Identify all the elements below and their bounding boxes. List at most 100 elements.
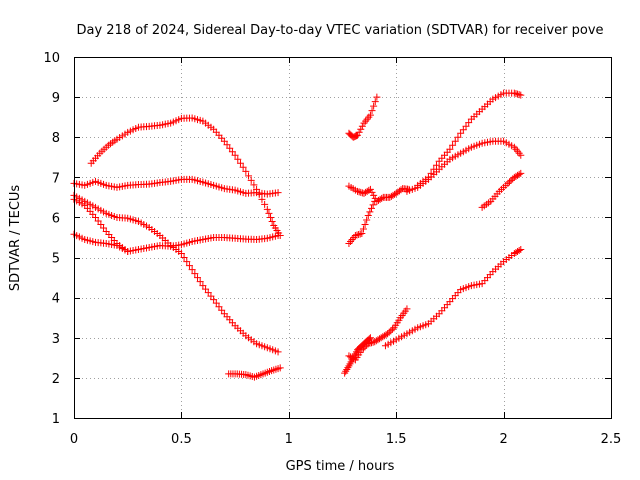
- data-point: [250, 181, 258, 189]
- data-point: [507, 176, 515, 184]
- data-series: [345, 305, 411, 364]
- x-axis-label: GPS time / hours: [286, 459, 395, 474]
- x-tick-label: 1.5: [386, 432, 407, 447]
- data-point: [370, 191, 378, 199]
- y-tick-label: 4: [52, 292, 60, 307]
- data-point: [274, 231, 282, 239]
- data-point: [515, 91, 523, 99]
- data-series: [70, 191, 282, 356]
- data-point: [226, 144, 234, 152]
- data-point: [517, 151, 525, 159]
- data-point: [231, 151, 239, 159]
- data-series: [414, 89, 525, 189]
- x-tick-label: 2.5: [601, 432, 622, 447]
- data-point: [352, 132, 360, 140]
- y-tick-label: 1: [52, 412, 60, 427]
- data-point: [370, 102, 378, 110]
- data-point: [344, 364, 352, 372]
- data-point: [234, 155, 242, 163]
- data-point: [97, 220, 105, 228]
- data-point: [91, 213, 99, 221]
- data-point: [261, 200, 269, 208]
- data-point: [515, 247, 523, 255]
- data-point: [373, 93, 381, 101]
- data-point: [424, 173, 432, 181]
- data-point: [220, 137, 228, 145]
- x-tick-label: 0.5: [171, 432, 192, 447]
- data-point: [212, 299, 220, 307]
- data-point: [357, 125, 365, 133]
- data-point: [354, 187, 362, 195]
- data-point: [350, 355, 358, 363]
- data-point: [506, 178, 514, 186]
- data-point: [358, 122, 366, 130]
- data-point: [274, 348, 282, 356]
- data-point: [191, 270, 199, 278]
- data-series: [478, 169, 525, 211]
- data-point: [515, 170, 523, 178]
- data-point: [369, 338, 377, 346]
- data-point: [366, 208, 374, 216]
- grid-lines: [74, 57, 611, 418]
- data-point: [124, 248, 132, 256]
- data-point: [202, 285, 210, 293]
- data-point: [199, 282, 207, 290]
- y-tick-label: 6: [52, 211, 60, 226]
- data-point: [378, 194, 386, 202]
- data-point: [236, 159, 244, 167]
- data-point: [258, 195, 266, 203]
- data-point: [517, 91, 525, 99]
- data-point: [218, 306, 226, 314]
- data-point: [210, 296, 218, 304]
- data-point: [343, 365, 351, 373]
- data-point: [366, 111, 374, 119]
- data-point: [356, 230, 364, 238]
- data-point: [268, 217, 276, 225]
- x-tick-label: 0: [70, 432, 78, 447]
- plot-frame: [74, 57, 612, 419]
- data-point: [247, 176, 255, 184]
- data-point: [454, 133, 462, 141]
- data-point: [462, 122, 470, 130]
- data-point: [465, 119, 473, 127]
- data-point: [359, 344, 367, 352]
- y-tick-label: 8: [52, 131, 60, 146]
- data-point: [263, 205, 271, 213]
- x-tick-label: 2: [499, 432, 507, 447]
- data-point: [358, 229, 366, 237]
- data-point: [341, 369, 349, 377]
- y-axis-label: SDTVAR / TECUs: [8, 185, 23, 292]
- data-point: [276, 364, 284, 372]
- data-point: [366, 185, 374, 193]
- data-point: [358, 189, 366, 197]
- data-point: [366, 339, 374, 347]
- data-point: [239, 163, 247, 171]
- data-series: [345, 182, 413, 205]
- data-point: [430, 165, 438, 173]
- data-point: [432, 161, 440, 169]
- data-point: [353, 231, 361, 239]
- data-point: [446, 145, 454, 153]
- data-point: [354, 131, 362, 139]
- data-point: [361, 343, 369, 351]
- data-point: [387, 327, 395, 335]
- y-tick-label: 5: [52, 252, 60, 267]
- y-tick-label: 7: [52, 171, 60, 186]
- data-point: [188, 266, 196, 274]
- data-point: [384, 330, 392, 338]
- data-point: [245, 172, 253, 180]
- data-point: [361, 220, 369, 228]
- data-point: [274, 189, 282, 197]
- data-point: [204, 289, 212, 297]
- data-point: [385, 328, 393, 336]
- data-point: [514, 90, 522, 98]
- data-point: [228, 148, 236, 156]
- data-point: [364, 211, 372, 219]
- y-tick-label: 2: [52, 372, 60, 387]
- data-point: [223, 141, 231, 149]
- data-point: [459, 126, 467, 134]
- data-point: [369, 201, 377, 209]
- data-point: [359, 225, 367, 233]
- data-point: [363, 216, 371, 224]
